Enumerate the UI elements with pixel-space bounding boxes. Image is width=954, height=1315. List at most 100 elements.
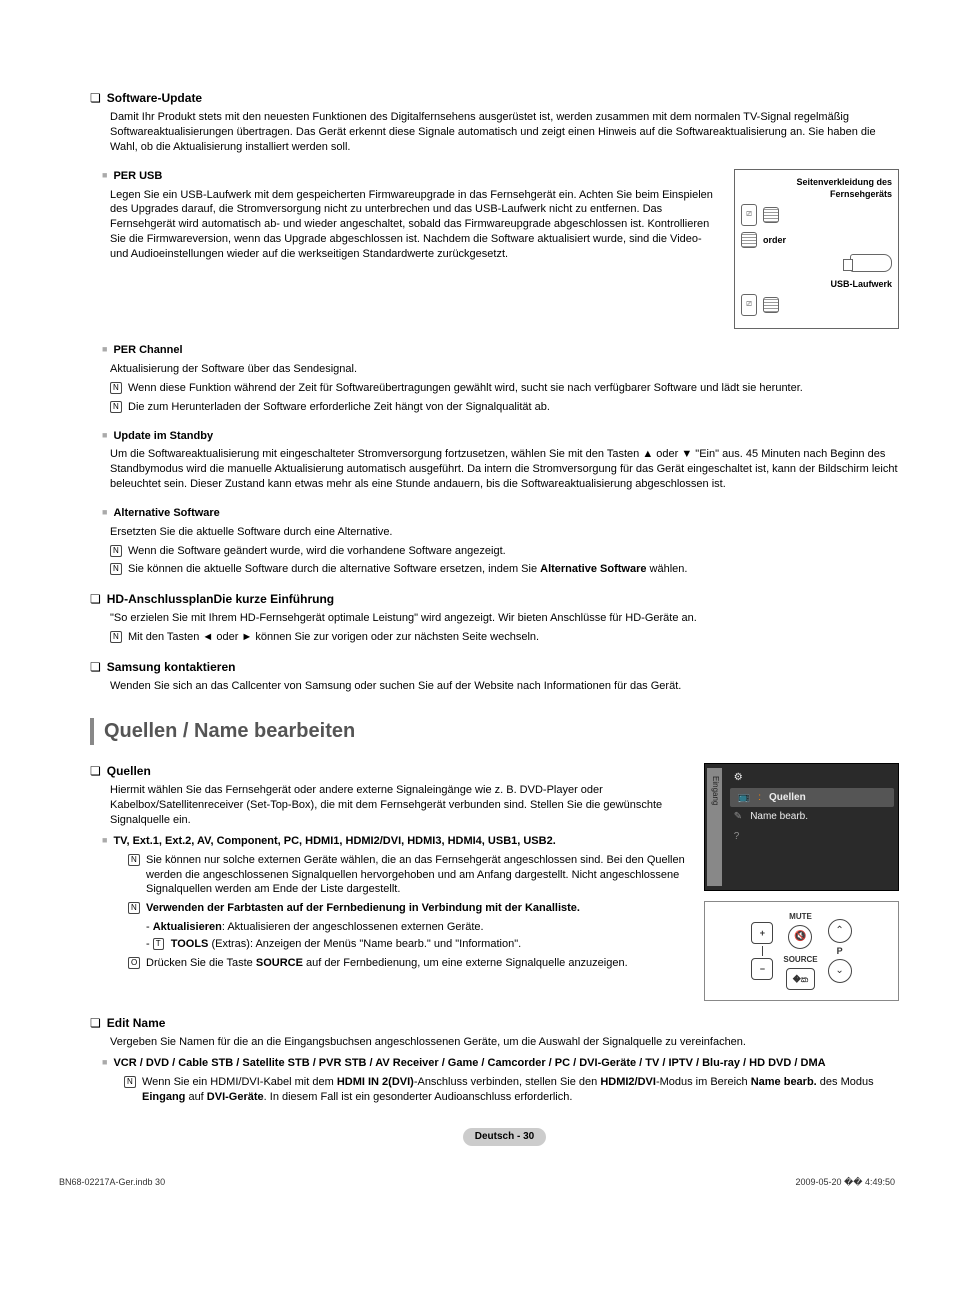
- note-icon: N: [110, 401, 122, 413]
- text-edit-name: Vergeben Sie Namen für die an die Eingan…: [110, 1035, 899, 1050]
- note-icon: N: [110, 545, 122, 557]
- text-alt-software: Ersetzten Sie die aktuelle Software durc…: [110, 525, 899, 540]
- page-number-badge: Deutsch - 30: [110, 1128, 899, 1146]
- document-footer: BN68-02217A-Ger.indb 30 2009-05-20 �� 4:…: [55, 1176, 899, 1188]
- dash-aktualisieren: Aktualisieren: Aktualisieren der angesch…: [146, 920, 686, 935]
- mute-icon: 🔇: [788, 925, 812, 949]
- panel-title: Seitenverkleidung des Fernsehgeräts: [741, 176, 892, 200]
- text-quellen: Hiermit wählen Sie das Fernsehgerät oder…: [110, 783, 686, 828]
- heading-device-list: VCR / DVD / Cable STB / Satellite STB / …: [102, 1056, 899, 1071]
- remote-mute-label: MUTE: [789, 912, 812, 923]
- note-bold: HDMI2/DVI: [600, 1076, 656, 1088]
- heading-software-update: Software-Update: [90, 90, 899, 106]
- note-text: . In diesem Fall ist ein gesonderter Aud…: [264, 1091, 573, 1103]
- note-alt-1: N Wenn die Software geändert wurde, wird …: [110, 544, 899, 559]
- port-usb2-icon: ⎚: [741, 294, 757, 316]
- page-content: Software-Update Damit Ihr Produkt stets …: [55, 90, 899, 1146]
- note-text: auf: [185, 1091, 206, 1103]
- tv-icon: 📺: [738, 791, 750, 805]
- remote-ch-down-icon: ⌄: [828, 959, 852, 983]
- section-samsung-contact: Samsung kontaktieren Wenden Sie sich an …: [110, 659, 899, 694]
- note-bold: Alternative Software: [540, 563, 646, 575]
- note-text: Wenn diese Funktion während der Zeit für…: [128, 382, 803, 394]
- dash-label: TOOLS: [171, 938, 209, 950]
- text-update-standby: Um die Softwareaktualisierung mit einges…: [110, 447, 899, 492]
- diagram-tv-side-panel: Seitenverkleidung des Fernsehgeräts ⎚ or…: [734, 169, 899, 329]
- note-icon: N: [128, 854, 140, 866]
- note-quellen-1: N Sie können nur solche externen Geräte w…: [128, 853, 686, 898]
- section-quellen: Quellen Hiermit wählen Sie das Fernsehge…: [110, 763, 899, 1001]
- main-title: Quellen / Name bearbeiten: [90, 718, 899, 745]
- remote-icon: O: [128, 957, 140, 969]
- note-icon: N: [124, 1076, 136, 1088]
- note-hd-1: N Mit den Tasten ◄ oder ► können Sie zur …: [110, 630, 899, 645]
- port-label-icon: [763, 207, 779, 223]
- note-icon: N: [110, 382, 122, 394]
- section-alt-software: Alternative Software Ersetzten Sie die a…: [110, 506, 899, 577]
- text-software-update: Damit Ihr Produkt stets mit den neuesten…: [110, 110, 899, 155]
- note-text: Wenn Sie ein HDMI/DVI-Kabel mit dem: [142, 1076, 337, 1088]
- note-text: Drücken Sie die Taste: [146, 957, 256, 969]
- heading-quellen: Quellen: [90, 763, 686, 779]
- osd-label: Quellen: [769, 791, 806, 805]
- note-text: Sie können nur solche externen Geräte wä…: [146, 854, 685, 896]
- usb-stick-icon: [850, 254, 892, 272]
- osd-row-gear: ⚙: [726, 768, 898, 788]
- note-edit-1: N Wenn Sie ein HDMI/DVI-Kabel mit dem HD…: [124, 1075, 899, 1105]
- note-bold: DVI-Geräte: [207, 1091, 264, 1103]
- note-icon: N: [128, 902, 140, 914]
- remote-diagram: + − MUTE 🔇 SOURCE �ක ⌃ P ⌄: [704, 901, 899, 1001]
- section-update-standby: Update im Standby Um die Softwareaktuali…: [110, 429, 899, 492]
- footer-file: BN68-02217A-Ger.indb 30: [59, 1176, 165, 1188]
- note-quellen-2: NVerwenden der Farbtasten auf der Fernbe…: [128, 901, 686, 916]
- text-samsung-contact: Wenden Sie sich an das Callcenter von Sa…: [110, 679, 899, 694]
- panel-usb-label: USB-Laufwerk: [741, 278, 892, 290]
- heading-per-usb: PER USB: [102, 169, 716, 184]
- note-icon: N: [110, 631, 122, 643]
- heading-edit-name: Edit Name: [90, 1015, 899, 1031]
- heading-hd-plan: HD-AnschlussplanDie kurze Einführung: [90, 591, 899, 607]
- heading-per-channel: PER Channel: [102, 343, 899, 358]
- note-bold: Eingang: [142, 1091, 185, 1103]
- heading-update-standby: Update im Standby: [102, 429, 899, 444]
- note-text: -Anschluss verbinden, stellen Sie den: [414, 1076, 601, 1088]
- osd-row-name: ✎ Name bearb.: [726, 807, 898, 827]
- port-usb1-icon: ⎚: [741, 204, 757, 226]
- dash-text: : Aktualisieren der angeschlossenen exte…: [222, 921, 484, 933]
- gear-icon: ⚙: [734, 771, 743, 785]
- section-per-usb: PER USB Legen Sie ein USB-Laufwerk mit d…: [110, 169, 899, 329]
- note-text: wählen.: [647, 563, 688, 575]
- note-alt-2: NSie können die aktuelle Software durch …: [110, 562, 899, 577]
- note-text: Wenn die Software geändert wurde, wird d…: [128, 545, 506, 557]
- note-bold: HDMI IN 2(DVI): [337, 1076, 414, 1088]
- heading-source-list: TV, Ext.1, Ext.2, AV, Component, PC, HDM…: [102, 834, 686, 849]
- text-hd-plan: "So erzielen Sie mit Ihrem HD-Fernsehger…: [110, 611, 899, 626]
- note-text: Die zum Herunterladen der Software erfor…: [128, 401, 550, 413]
- text-per-channel: Aktualisierung der Software über das Sen…: [110, 362, 899, 377]
- osd-row-help: ?: [726, 827, 898, 847]
- remote-ch-up-icon: ⌃: [828, 919, 852, 943]
- note-text: des Modus: [817, 1076, 874, 1088]
- page-number: Deutsch - 30: [463, 1128, 546, 1146]
- note-channel-1: N Wenn diese Funktion während der Zeit fü…: [110, 381, 899, 396]
- section-edit-name: Edit Name Vergeben Sie Namen für die an …: [110, 1015, 899, 1105]
- remote-source-label: SOURCE: [783, 955, 817, 966]
- osd-label: Name bearb.: [750, 810, 808, 824]
- section-software-update: Software-Update Damit Ihr Produkt stets …: [110, 90, 899, 155]
- help-icon: ?: [734, 830, 740, 844]
- section-hd-plan: HD-AnschlussplanDie kurze Einführung "So…: [110, 591, 899, 645]
- heading-samsung-contact: Samsung kontaktieren: [90, 659, 899, 675]
- note-text: Mit den Tasten ◄ oder ► können Sie zur v…: [128, 631, 539, 643]
- port-label2-icon: [763, 297, 779, 313]
- dash-label: Aktualisieren: [153, 921, 222, 933]
- note-bold: Name bearb.: [751, 1076, 817, 1088]
- remote-vol-down: −: [751, 958, 773, 980]
- note-channel-2: N Die zum Herunterladen der Software erfo…: [110, 400, 899, 415]
- edit-icon: ✎: [734, 810, 742, 824]
- tools-icon: T: [153, 938, 164, 950]
- source-button-icon: �ක: [786, 968, 815, 990]
- heading-alt-software: Alternative Software: [102, 506, 899, 521]
- port-slot-icon: [741, 232, 757, 248]
- dash-tools: T TOOLS (Extras): Anzeigen der Menüs "Na…: [146, 937, 686, 952]
- osd-menu: Eingang ⚙ 📺 : Quellen ✎ Name bearb. ?: [704, 763, 899, 891]
